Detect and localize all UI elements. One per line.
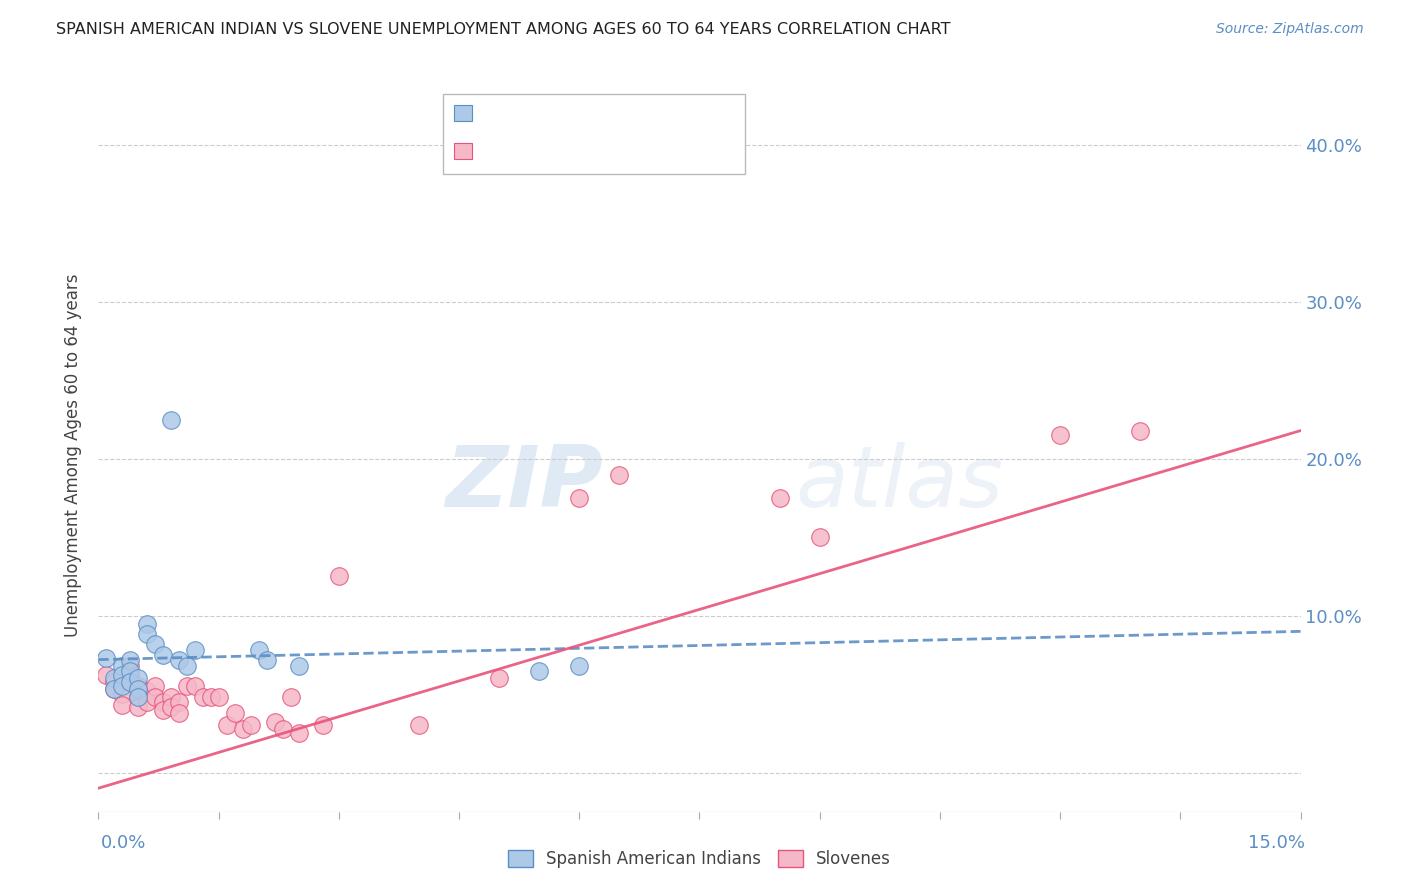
Point <box>96 668 118 682</box>
Point <box>167 706 190 720</box>
Point <box>215 718 238 732</box>
Point <box>143 690 166 705</box>
Point <box>247 643 270 657</box>
Legend: Spanish American Indians, Slovenes: Spanish American Indians, Slovenes <box>501 843 898 875</box>
Point <box>1129 424 1152 438</box>
Point <box>143 679 166 693</box>
Point <box>609 467 631 482</box>
Point <box>159 699 181 714</box>
Text: R = 0.079: R = 0.079 <box>481 104 579 122</box>
Point <box>488 672 510 686</box>
Point <box>200 690 222 705</box>
Point <box>135 627 157 641</box>
Point <box>152 648 174 662</box>
Point <box>1049 428 1071 442</box>
Point <box>111 698 134 712</box>
Point <box>183 643 205 657</box>
Point <box>103 682 125 697</box>
Point <box>111 658 134 673</box>
Point <box>128 690 150 705</box>
Point <box>135 616 157 631</box>
Point <box>103 682 125 697</box>
Point <box>167 652 190 666</box>
Point <box>152 695 174 709</box>
Point <box>135 684 157 698</box>
Point <box>111 668 134 682</box>
Point <box>288 726 311 740</box>
Text: N = 25: N = 25 <box>626 104 693 122</box>
Point <box>232 722 254 736</box>
Point <box>208 690 231 705</box>
Point <box>769 491 792 505</box>
Point <box>135 695 157 709</box>
Point <box>328 569 350 583</box>
Point <box>529 664 551 678</box>
Point <box>120 668 142 682</box>
Point <box>288 658 311 673</box>
Point <box>183 679 205 693</box>
Point <box>312 718 335 732</box>
Point <box>159 690 181 705</box>
Point <box>128 672 150 686</box>
Point <box>120 674 142 689</box>
Point <box>103 672 125 686</box>
Text: 0.0%: 0.0% <box>101 834 146 852</box>
Text: atlas: atlas <box>796 442 1004 525</box>
Point <box>256 652 278 666</box>
Point <box>159 412 181 426</box>
Point <box>111 687 134 701</box>
Point <box>167 695 190 709</box>
Point <box>128 679 150 693</box>
Point <box>568 658 591 673</box>
Point <box>111 674 134 689</box>
Y-axis label: Unemployment Among Ages 60 to 64 years: Unemployment Among Ages 60 to 64 years <box>65 273 83 637</box>
Point <box>176 658 198 673</box>
Point <box>128 699 150 714</box>
Point <box>280 690 302 705</box>
Point <box>271 722 294 736</box>
Point <box>103 674 125 689</box>
Point <box>263 715 285 730</box>
Point <box>191 690 214 705</box>
Point <box>239 718 262 732</box>
Point <box>128 690 150 705</box>
Point <box>152 703 174 717</box>
Point <box>111 679 134 693</box>
Point <box>808 530 831 544</box>
Point <box>120 652 142 666</box>
Text: 15.0%: 15.0% <box>1247 834 1305 852</box>
Point <box>176 679 198 693</box>
Point <box>96 651 118 665</box>
Text: SPANISH AMERICAN INDIAN VS SLOVENE UNEMPLOYMENT AMONG AGES 60 TO 64 YEARS CORREL: SPANISH AMERICAN INDIAN VS SLOVENE UNEMP… <box>56 22 950 37</box>
Point <box>408 718 430 732</box>
Point <box>120 658 142 673</box>
Point <box>224 706 246 720</box>
Point <box>120 664 142 678</box>
Text: N = 44: N = 44 <box>626 142 693 160</box>
Point <box>128 682 150 697</box>
Point <box>143 637 166 651</box>
Text: Source: ZipAtlas.com: Source: ZipAtlas.com <box>1216 22 1364 37</box>
Text: R = 0.609: R = 0.609 <box>481 142 579 160</box>
Text: ZIP: ZIP <box>446 442 603 525</box>
Point <box>568 491 591 505</box>
